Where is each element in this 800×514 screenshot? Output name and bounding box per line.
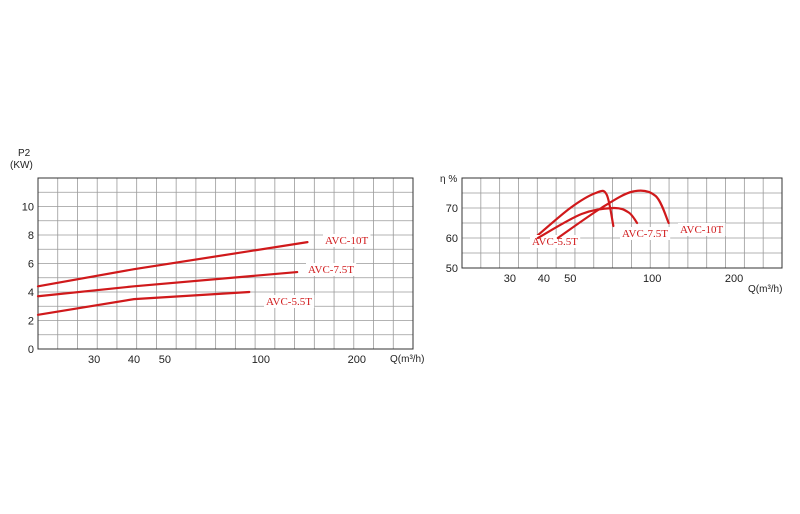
efficiency-series-line-avc-5-5t: [533, 189, 615, 240]
power-series-label-bg: [306, 263, 357, 276]
power-xlabel: Q(m³/h): [390, 354, 424, 365]
efficiency-series-label: AVC-10T: [680, 224, 723, 236]
efficiency-series-label-bg: [620, 227, 671, 240]
power-series-line-avc-5-5t: [36, 290, 251, 316]
efficiency-xlabel: Q(m³/h): [748, 284, 782, 295]
efficiency-series-line-avc-10t: [556, 189, 670, 240]
efficiency-series-label: AVC-5.5T: [532, 236, 578, 248]
efficiency-series-line-avc-7-5t: [536, 206, 639, 240]
power-series-line-avc-7-5t: [36, 270, 299, 298]
power-chart: 0 2 4 6 8 10 30 40 50 100 200 P2 (KW) Q(m³/h) AVC-…: [10, 148, 424, 366]
power-x-tick-label: 30: [88, 354, 100, 366]
efficiency-x-tick-label: 200: [725, 273, 743, 285]
power-x-tick-label: 200: [348, 354, 366, 366]
efficiency-series-label-bg: [530, 235, 581, 248]
efficiency-series-label-bg: [678, 223, 726, 236]
efficiency-grid: [462, 178, 782, 268]
efficiency-y-tick-label: 50: [446, 263, 458, 275]
efficiency-chart-frame: [461, 177, 783, 269]
efficiency-y-tick-label: 70: [446, 203, 458, 215]
power-series-label: AVC-7.5T: [308, 264, 354, 276]
efficiency-y-tick-label: 60: [446, 233, 458, 245]
power-x-tick-label: 40: [128, 354, 140, 366]
efficiency-x-tick-label: 50: [564, 273, 576, 285]
efficiency-x-tick-label: 100: [643, 273, 661, 285]
power-series: AVC-10T AVC-7.5T AVC-5.5T: [36, 234, 371, 316]
power-grid: [38, 178, 413, 349]
efficiency-ylabel: η %: [440, 174, 457, 185]
efficiency-series: AVC-5.5T AVC-7.5T AVC-10T: [530, 189, 726, 248]
power-x-tick-label: 50: [159, 354, 171, 366]
efficiency-x-tick-label: 40: [538, 273, 550, 285]
power-series-label-bg: [264, 295, 315, 308]
power-y-tick-label: 0: [28, 344, 34, 356]
power-axis-ticks: 0 2 4 6 8 10 30 40 50 100 200: [22, 202, 366, 367]
power-y-tick-label: 2: [28, 316, 34, 328]
power-ylabel: P2: [18, 148, 31, 159]
power-y-tick-label: 4: [28, 287, 34, 299]
power-chart-frame: [37, 177, 414, 350]
power-y-tick-label: 8: [28, 230, 34, 242]
power-series-label: AVC-10T: [325, 235, 368, 247]
power-y-tick-label: 6: [28, 259, 34, 271]
efficiency-axis-ticks: 50 60 70 30 40 50 100 200: [446, 203, 744, 285]
efficiency-series-label: AVC-7.5T: [622, 228, 668, 240]
power-series-label-bg: [323, 234, 371, 247]
power-x-tick-label: 100: [252, 354, 270, 366]
power-y-tick-label: 10: [22, 202, 34, 214]
power-series-line-avc-10t: [36, 241, 309, 288]
power-series-label: AVC-5.5T: [266, 296, 312, 308]
power-ylabel-unit: (KW): [10, 160, 33, 171]
efficiency-x-tick-label: 30: [504, 273, 516, 285]
